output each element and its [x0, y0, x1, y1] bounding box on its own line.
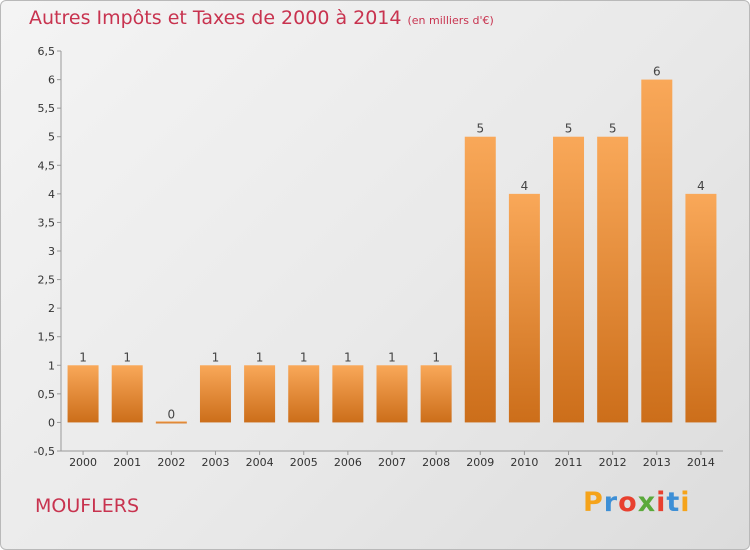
x-tick-label: 2006 — [334, 456, 362, 469]
y-tick-label: 0,5 — [38, 388, 56, 401]
logo-letter: i — [680, 487, 691, 518]
x-tick-label: 2012 — [599, 456, 627, 469]
x-tick-label: 2004 — [246, 456, 274, 469]
x-tick-label: 2002 — [157, 456, 185, 469]
chart-title: Autres Impôts et Taxes de 2000 à 2014 (en… — [29, 7, 494, 29]
bar-value-label: 5 — [565, 122, 573, 136]
bar — [155, 421, 187, 424]
bar-value-label: 1 — [300, 350, 308, 364]
x-tick-label: 2011 — [555, 456, 583, 469]
bar — [376, 365, 408, 423]
bar-value-label: 0 — [168, 407, 176, 421]
x-tick-label: 2005 — [290, 456, 318, 469]
y-tick-label: 2 — [48, 302, 55, 315]
y-tick-label: 5 — [48, 131, 55, 144]
bar — [553, 136, 585, 423]
y-tick-label: 0 — [48, 416, 55, 429]
logo-letter: x — [637, 487, 657, 518]
x-tick-label: 2009 — [466, 456, 494, 469]
bar — [508, 193, 540, 423]
y-tick-label: -0,5 — [34, 445, 55, 458]
logo-letter: P — [583, 487, 604, 518]
bar — [67, 365, 99, 423]
bar — [111, 365, 143, 423]
bar-value-label: 4 — [521, 179, 529, 193]
x-tick-label: 2008 — [422, 456, 450, 469]
y-tick-label: 1 — [48, 359, 55, 372]
bar-value-label: 1 — [79, 350, 87, 364]
x-tick-label: 2000 — [69, 456, 97, 469]
y-tick-label: 3,5 — [38, 216, 56, 229]
bar — [597, 136, 629, 423]
bar-value-label: 1 — [123, 350, 131, 364]
logo-letter: t — [666, 487, 681, 518]
x-tick-label: 2007 — [378, 456, 406, 469]
bar-value-label: 6 — [653, 65, 661, 79]
bar-value-label: 5 — [609, 122, 617, 136]
bar — [685, 193, 717, 423]
y-tick-label: 4,5 — [38, 159, 56, 172]
bar-value-label: 1 — [212, 350, 220, 364]
bar — [199, 365, 231, 423]
x-tick-label: 2013 — [643, 456, 671, 469]
bar — [641, 79, 673, 423]
bar-value-label: 1 — [388, 350, 396, 364]
bar-value-label: 1 — [344, 350, 352, 364]
y-tick-label: 6,5 — [38, 45, 56, 58]
logo-letter: r — [603, 487, 619, 518]
bar — [420, 365, 452, 423]
y-tick-label: 5,5 — [38, 102, 56, 115]
bar-value-label: 5 — [476, 122, 484, 136]
bar — [244, 365, 276, 423]
x-tick-label: 2010 — [510, 456, 538, 469]
y-tick-label: 1,5 — [38, 331, 56, 344]
bar-value-label: 1 — [432, 350, 440, 364]
unit-note: (en milliers d'€) — [407, 14, 494, 27]
place-name: MOUFLERS — [35, 495, 140, 517]
bar — [464, 136, 496, 423]
bar — [288, 365, 320, 423]
x-tick-label: 2014 — [687, 456, 715, 469]
logo-letter: o — [618, 487, 638, 518]
y-tick-label: 6 — [48, 74, 55, 87]
y-tick-label: 4 — [48, 188, 55, 201]
title-text: Autres Impôts et Taxes de 2000 à 2014 — [29, 7, 402, 29]
x-tick-label: 2003 — [201, 456, 229, 469]
y-tick-label: 2,5 — [38, 274, 56, 287]
proxiti-logo: Proxiti — [583, 487, 691, 518]
bar — [332, 365, 364, 423]
bar-value-label: 4 — [697, 179, 705, 193]
logo-letter: i — [656, 487, 667, 518]
bar-value-label: 1 — [256, 350, 264, 364]
x-tick-label: 2001 — [113, 456, 141, 469]
y-tick-label: 3 — [48, 245, 55, 258]
